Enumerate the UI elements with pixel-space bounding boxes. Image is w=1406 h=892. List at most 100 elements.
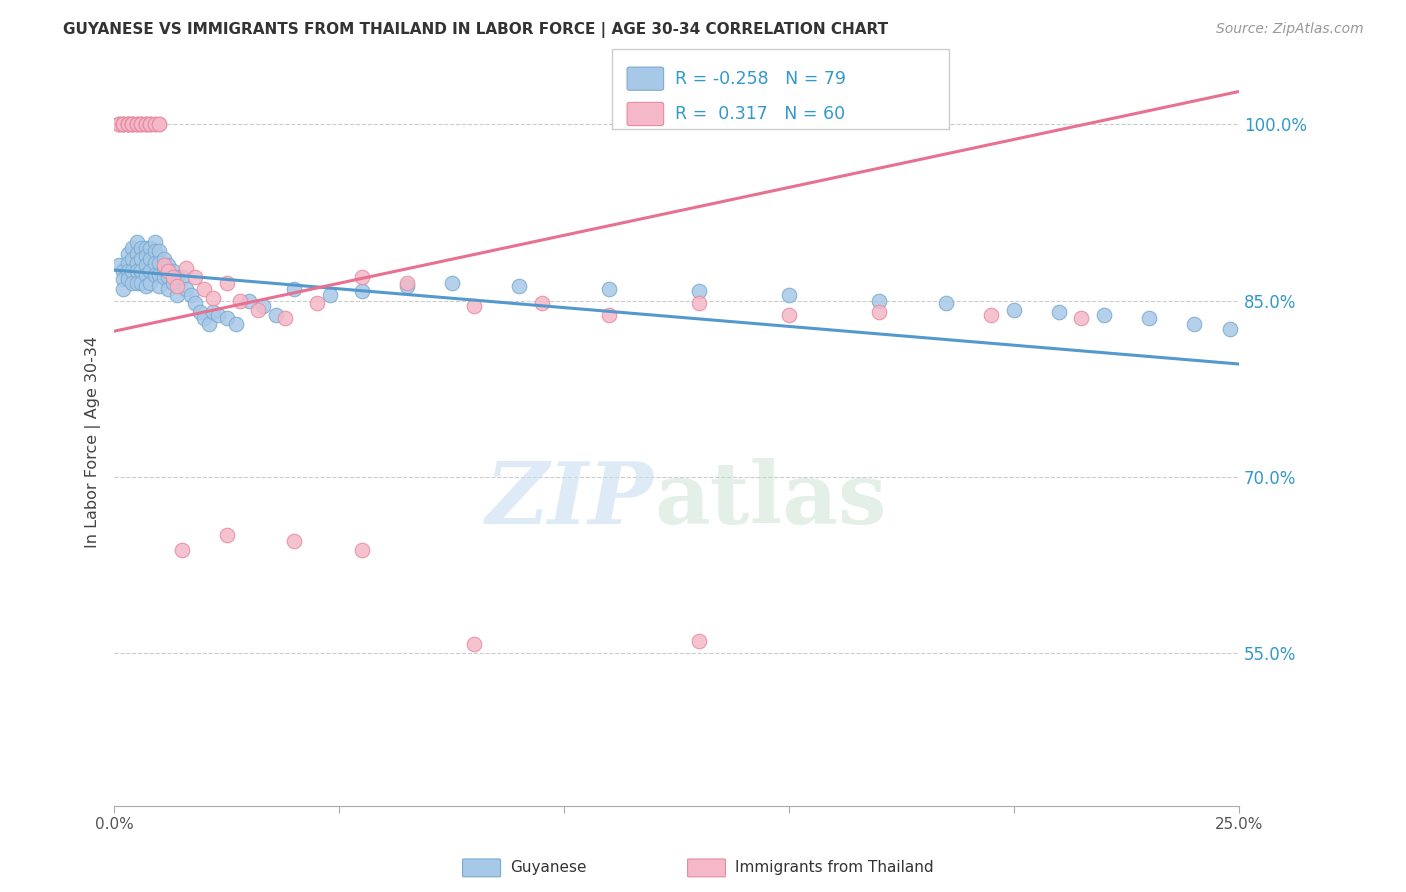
Point	[139, 252, 162, 267]
Point	[112, 117, 135, 131]
Text: Guyanese: Guyanese	[510, 861, 586, 875]
Point	[117, 117, 139, 131]
Point	[121, 117, 143, 131]
Point	[112, 272, 135, 286]
Point	[125, 276, 148, 290]
Point	[157, 258, 180, 272]
Point	[125, 264, 148, 278]
Point	[350, 284, 373, 298]
Point	[598, 308, 620, 322]
Point	[121, 117, 143, 131]
Point	[125, 235, 148, 249]
Point	[135, 241, 157, 255]
Point	[1047, 305, 1070, 319]
Point	[153, 270, 176, 285]
Point	[166, 270, 188, 285]
Point	[135, 279, 157, 293]
Point	[252, 300, 274, 314]
Point	[139, 117, 162, 131]
Point	[1137, 311, 1160, 326]
Point	[225, 317, 247, 331]
Point	[305, 296, 328, 310]
Point	[153, 252, 176, 267]
Point	[162, 276, 184, 290]
Point	[117, 256, 139, 270]
Point	[1002, 303, 1025, 318]
Point	[238, 293, 260, 308]
Point	[176, 260, 198, 275]
Text: Immigrants from Thailand: Immigrants from Thailand	[735, 861, 934, 875]
Point	[108, 117, 131, 131]
Point	[125, 117, 148, 131]
Point	[112, 117, 135, 131]
Point	[117, 117, 139, 131]
Point	[193, 282, 215, 296]
Point	[143, 256, 166, 270]
Point	[207, 308, 229, 322]
Point	[121, 252, 143, 267]
Point	[148, 268, 170, 282]
Point	[266, 308, 288, 322]
Point	[202, 291, 225, 305]
Point	[121, 117, 143, 131]
Point	[198, 317, 221, 331]
Text: atlas: atlas	[654, 458, 887, 541]
Point	[125, 117, 148, 131]
Point	[121, 241, 143, 255]
Point	[157, 270, 180, 285]
Point	[139, 117, 162, 131]
Point	[688, 296, 710, 310]
Point	[131, 252, 153, 267]
Point	[108, 258, 131, 272]
Text: GUYANESE VS IMMIGRANTS FROM THAILAND IN LABOR FORCE | AGE 30-34 CORRELATION CHAR: GUYANESE VS IMMIGRANTS FROM THAILAND IN …	[63, 22, 889, 38]
Text: Source: ZipAtlas.com: Source: ZipAtlas.com	[1216, 22, 1364, 37]
Point	[170, 270, 193, 285]
Point	[283, 282, 305, 296]
Point	[117, 117, 139, 131]
Point	[319, 287, 342, 301]
Point	[153, 260, 176, 275]
Point	[148, 256, 170, 270]
Point	[868, 305, 890, 319]
Point	[143, 244, 166, 259]
Point	[117, 117, 139, 131]
Point	[184, 296, 207, 310]
Point	[598, 282, 620, 296]
Point	[135, 258, 157, 272]
Text: R =  0.317   N = 60: R = 0.317 N = 60	[675, 105, 845, 123]
Point	[184, 270, 207, 285]
Point	[117, 272, 139, 286]
Point	[148, 279, 170, 293]
Point	[131, 117, 153, 131]
Point	[131, 117, 153, 131]
Point	[440, 276, 463, 290]
Point	[121, 264, 143, 278]
Point	[193, 311, 215, 326]
Point	[162, 264, 184, 278]
Point	[188, 305, 211, 319]
Point	[935, 296, 957, 310]
Point	[139, 241, 162, 255]
Point	[463, 636, 485, 650]
Point	[463, 300, 485, 314]
Point	[121, 276, 143, 290]
Point	[980, 308, 1002, 322]
Text: R = -0.258   N = 79: R = -0.258 N = 79	[675, 70, 846, 87]
Point	[131, 264, 153, 278]
Point	[778, 287, 800, 301]
Point	[135, 117, 157, 131]
Point	[157, 282, 180, 296]
Point	[148, 117, 170, 131]
Point	[1182, 317, 1205, 331]
Point	[215, 311, 238, 326]
Point	[112, 117, 135, 131]
Text: ZIP: ZIP	[486, 458, 654, 541]
Point	[274, 311, 297, 326]
Point	[202, 305, 225, 319]
Point	[131, 241, 153, 255]
Point	[117, 246, 139, 260]
Point	[1070, 311, 1092, 326]
Point	[135, 117, 157, 131]
Y-axis label: In Labor Force | Age 30-34: In Labor Force | Age 30-34	[86, 335, 101, 548]
Point	[176, 282, 198, 296]
